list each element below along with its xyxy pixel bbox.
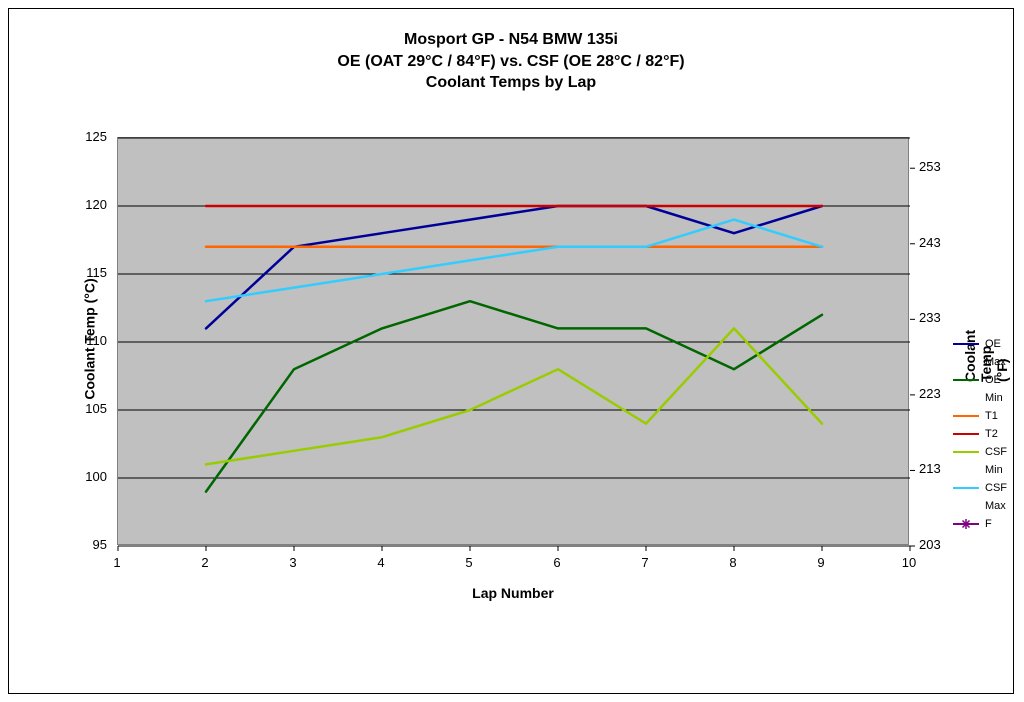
x-tick: 2 xyxy=(195,555,215,570)
x-tick: 7 xyxy=(635,555,655,570)
legend-swatch xyxy=(953,517,979,531)
y-left-tick: 105 xyxy=(85,401,107,416)
legend-swatch xyxy=(953,445,979,459)
legend-row: OE xyxy=(953,335,1007,353)
legend-swatch xyxy=(953,463,979,477)
legend-swatch xyxy=(953,391,979,405)
plot-area xyxy=(117,137,909,545)
x-tick: 5 xyxy=(459,555,479,570)
x-tick: 9 xyxy=(811,555,831,570)
legend-row: T2 xyxy=(953,425,1007,443)
x-tick: 10 xyxy=(899,555,919,570)
y-right-tick: 243 xyxy=(919,235,941,250)
y-right-tick: 223 xyxy=(919,386,941,401)
title-line-3: Coolant Temps by Lap xyxy=(9,72,1013,94)
legend-row: T1 xyxy=(953,407,1007,425)
legend-row: Max xyxy=(953,497,1007,515)
legend-swatch xyxy=(953,481,979,495)
x-label: Lap Number xyxy=(117,585,909,601)
legend-row: CSF xyxy=(953,479,1007,497)
legend-label: Min xyxy=(985,392,1003,404)
legend-swatch xyxy=(953,427,979,441)
plot-svg xyxy=(118,138,910,546)
y-left-tick: 95 xyxy=(93,537,107,552)
legend-swatch xyxy=(953,337,979,351)
legend-row: Min xyxy=(953,389,1007,407)
legend-label: Min xyxy=(985,464,1003,476)
y-left-tick: 120 xyxy=(85,197,107,212)
chart-title: Mosport GP - N54 BMW 135i OE (OAT 29°C /… xyxy=(9,29,1013,94)
y-right-tick: 203 xyxy=(919,537,941,552)
legend-label: Max xyxy=(985,356,1006,368)
x-tick: 8 xyxy=(723,555,743,570)
legend-label: T1 xyxy=(985,410,998,422)
legend-label: T2 xyxy=(985,428,998,440)
chart-outer-frame: Mosport GP - N54 BMW 135i OE (OAT 29°C /… xyxy=(8,8,1014,694)
title-line-2: OE (OAT 29°C / 84°F) vs. CSF (OE 28°C / … xyxy=(9,51,1013,73)
legend-row: OE xyxy=(953,371,1007,389)
x-tick: 4 xyxy=(371,555,391,570)
y-right-tick: 213 xyxy=(919,461,941,476)
legend-label: CSF xyxy=(985,446,1007,458)
legend-row: CSF xyxy=(953,443,1007,461)
legend-swatch xyxy=(953,409,979,423)
y-left-label: Coolant Temp (°C) xyxy=(82,278,98,399)
legend-swatch xyxy=(953,355,979,369)
legend-label: OE xyxy=(985,338,1001,350)
x-tick: 1 xyxy=(107,555,127,570)
legend-row: Max xyxy=(953,353,1007,371)
x-tick: 6 xyxy=(547,555,567,570)
legend-label: OE xyxy=(985,374,1001,386)
y-left-tick: 100 xyxy=(85,469,107,484)
legend-row: Min xyxy=(953,461,1007,479)
y-right-tick: 233 xyxy=(919,310,941,325)
x-tick: 3 xyxy=(283,555,303,570)
legend-label: CSF xyxy=(985,482,1007,494)
legend-swatch xyxy=(953,499,979,513)
y-left-tick: 125 xyxy=(85,129,107,144)
legend: OE Max OE Min T1 T2 CSF Min CSF Max F xyxy=(953,335,1007,533)
legend-swatch xyxy=(953,373,979,387)
legend-label: F xyxy=(985,518,992,530)
title-line-1: Mosport GP - N54 BMW 135i xyxy=(9,29,1013,51)
legend-row: F xyxy=(953,515,1007,533)
legend-label: Max xyxy=(985,500,1006,512)
y-right-tick: 253 xyxy=(919,159,941,174)
